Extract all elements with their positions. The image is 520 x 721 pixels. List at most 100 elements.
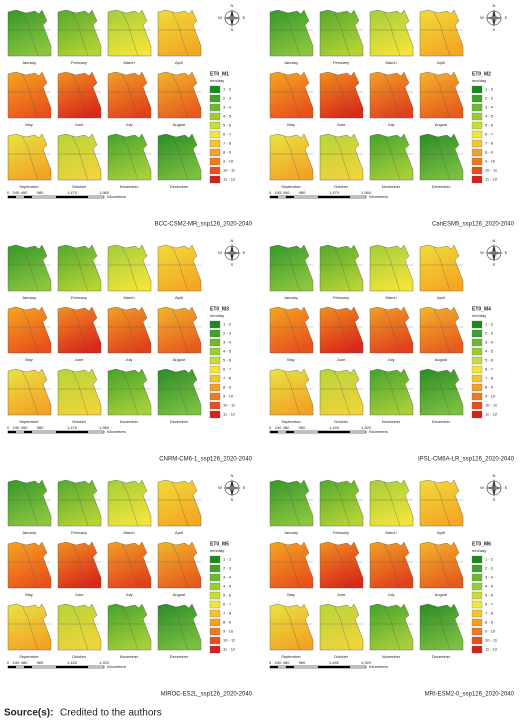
month-map (157, 479, 202, 527)
map-borders (433, 308, 451, 354)
compass-letter: E (505, 250, 508, 255)
month-map (419, 306, 464, 354)
legend-swatch (209, 600, 221, 609)
month-label: February (71, 295, 87, 300)
compass-letter: W (480, 250, 484, 255)
legend-label: 6 - 7 (485, 602, 494, 607)
scale-bar-fill (24, 666, 32, 668)
legend-swatch (209, 85, 221, 94)
month-map (157, 133, 202, 181)
map-borders (433, 370, 451, 416)
legend-label: 1 - 2 (223, 322, 232, 327)
month-map (419, 9, 464, 57)
map-borders (433, 73, 451, 119)
map-borders (333, 605, 351, 651)
legend-label: 10 - 11 (223, 403, 236, 408)
legend-swatch (209, 166, 221, 175)
month-map (7, 133, 52, 181)
legend-label: 10 - 11 (223, 168, 236, 173)
scale-label: 1,440 (67, 660, 78, 665)
legend-swatch (209, 627, 221, 636)
legend-label: 6 - 7 (223, 367, 232, 372)
month-label: February (71, 530, 87, 535)
legend-unit: mm/day (210, 548, 224, 553)
map-borders (71, 73, 89, 119)
compass-letter: N (231, 238, 234, 243)
legend-label: 10 - 11 (485, 638, 498, 643)
map-borders (383, 605, 401, 651)
map-borders (283, 543, 301, 589)
compass-letter: N (493, 3, 496, 8)
compass-letter: N (493, 238, 496, 243)
compass-letter: S (493, 262, 496, 267)
month-label: June (75, 357, 84, 362)
month-label: October (72, 184, 87, 189)
month-map (269, 9, 314, 57)
month-map (107, 479, 152, 527)
legend-label: 9 - 10 (223, 629, 234, 634)
month-label: September (19, 184, 39, 189)
scale-label: 1,470 (67, 425, 78, 430)
legend-swatch (209, 130, 221, 139)
month-label: September (19, 654, 39, 659)
map-borders (21, 308, 39, 354)
month-map (107, 9, 152, 57)
legend-label: 8 - 9 (223, 385, 232, 390)
month-label: July (387, 592, 394, 597)
legend-label: 5 - 6 (485, 593, 494, 598)
compass-letter: E (243, 250, 246, 255)
month-map (7, 71, 52, 119)
legend-label: 5 - 6 (223, 123, 232, 128)
scale-label: 1,960 (99, 425, 110, 430)
map-borders (71, 481, 89, 527)
legend-label: 6 - 7 (223, 132, 232, 137)
map-borders (171, 135, 189, 181)
month-map (7, 368, 52, 416)
compass-letter: W (480, 15, 484, 20)
scale-bar-fill (286, 666, 294, 668)
map-borders (71, 543, 89, 589)
scale-label: 960 (37, 660, 44, 665)
scale-bar-fill (270, 431, 278, 433)
legend-swatch (471, 85, 483, 94)
month-label: July (387, 122, 394, 127)
compass-needle (223, 251, 241, 255)
legend-swatch (471, 627, 483, 636)
month-map (419, 541, 464, 589)
map-borders (333, 11, 351, 57)
month-map (319, 71, 364, 119)
map-borders (121, 543, 139, 589)
month-map (57, 603, 102, 651)
month-map (157, 541, 202, 589)
map-borders (383, 135, 401, 181)
legend-swatch (471, 410, 483, 419)
legend-swatch (471, 94, 483, 103)
legend-swatch (209, 356, 221, 365)
legend-label: 8 - 9 (223, 150, 232, 155)
month-map (419, 479, 464, 527)
month-label: June (75, 592, 84, 597)
legend-swatch (209, 347, 221, 356)
map-borders (283, 246, 301, 292)
map-borders (433, 11, 451, 57)
legend-label: 9 - 10 (485, 394, 496, 399)
legend-unit: mm/day (472, 313, 486, 318)
month-map (157, 306, 202, 354)
legend-label: 10 - 11 (485, 168, 498, 173)
month-map (319, 244, 364, 292)
map-borders (71, 11, 89, 57)
legend-label: 6 - 7 (223, 602, 232, 607)
legend-swatch (471, 573, 483, 582)
legend-label: 1 - 2 (223, 557, 232, 562)
month-label: May (25, 592, 33, 597)
legend-swatch (471, 645, 483, 654)
scale-label: 480 (283, 425, 290, 430)
scale-unit: Kilometers (369, 664, 388, 669)
legend-swatch (209, 320, 221, 329)
scale-bar-fill (56, 196, 88, 198)
month-label: December (170, 654, 189, 659)
scale-label: 980 (37, 425, 44, 430)
legend-swatch (471, 374, 483, 383)
map-borders (283, 73, 301, 119)
legend-title: ET0_M6 (472, 541, 491, 547)
